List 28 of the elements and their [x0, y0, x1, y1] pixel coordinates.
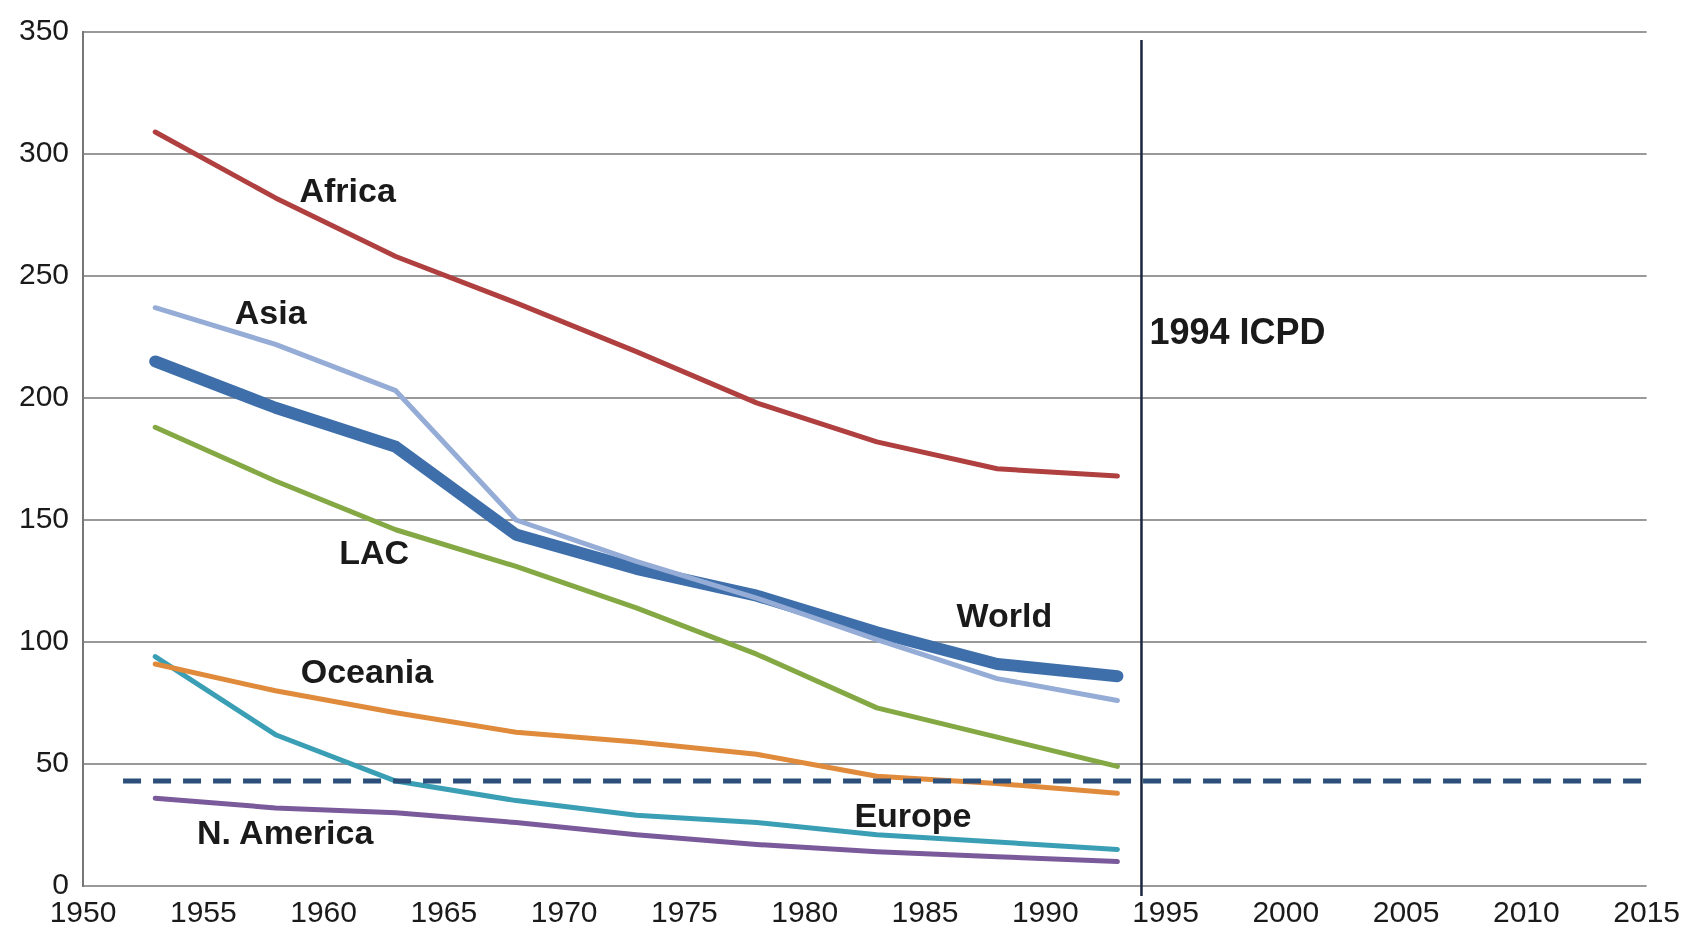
- x-tick-label: 1980: [771, 895, 839, 929]
- series-label: Asia: [234, 293, 308, 332]
- x-tick-label: 1970: [530, 895, 598, 929]
- x-tick-label: 1995: [1132, 895, 1199, 929]
- y-tick-label: 300: [18, 135, 70, 169]
- series-label: Oceania: [300, 652, 435, 691]
- x-tick-label: 2015: [1613, 895, 1681, 929]
- x-tick-label: 1990: [1011, 895, 1079, 929]
- y-tick-label: 50: [35, 745, 70, 779]
- x-tick-label: 2010: [1492, 895, 1560, 929]
- series-label: Africa: [299, 171, 397, 210]
- x-tick-label: 2005: [1372, 895, 1440, 929]
- x-tick-label: 1965: [410, 895, 478, 929]
- y-tick-label: 150: [18, 501, 70, 535]
- x-tick-label: 1955: [169, 895, 237, 929]
- ref-line-label: 1994 ICPD: [1149, 311, 1326, 353]
- y-tick-label: 200: [18, 379, 70, 413]
- series-label: World: [956, 595, 1053, 634]
- series-label: N. America: [196, 813, 375, 852]
- x-tick-label: 1985: [891, 895, 959, 929]
- y-tick-label: 250: [18, 257, 70, 291]
- series-label: LAC: [339, 532, 410, 571]
- x-tick-label: 2000: [1252, 895, 1320, 929]
- y-tick-label: 350: [18, 13, 70, 47]
- series-label: Europe: [854, 796, 972, 835]
- y-tick-label: 100: [18, 623, 70, 657]
- x-tick-label: 1960: [290, 895, 357, 929]
- x-tick-label: 1975: [651, 895, 718, 929]
